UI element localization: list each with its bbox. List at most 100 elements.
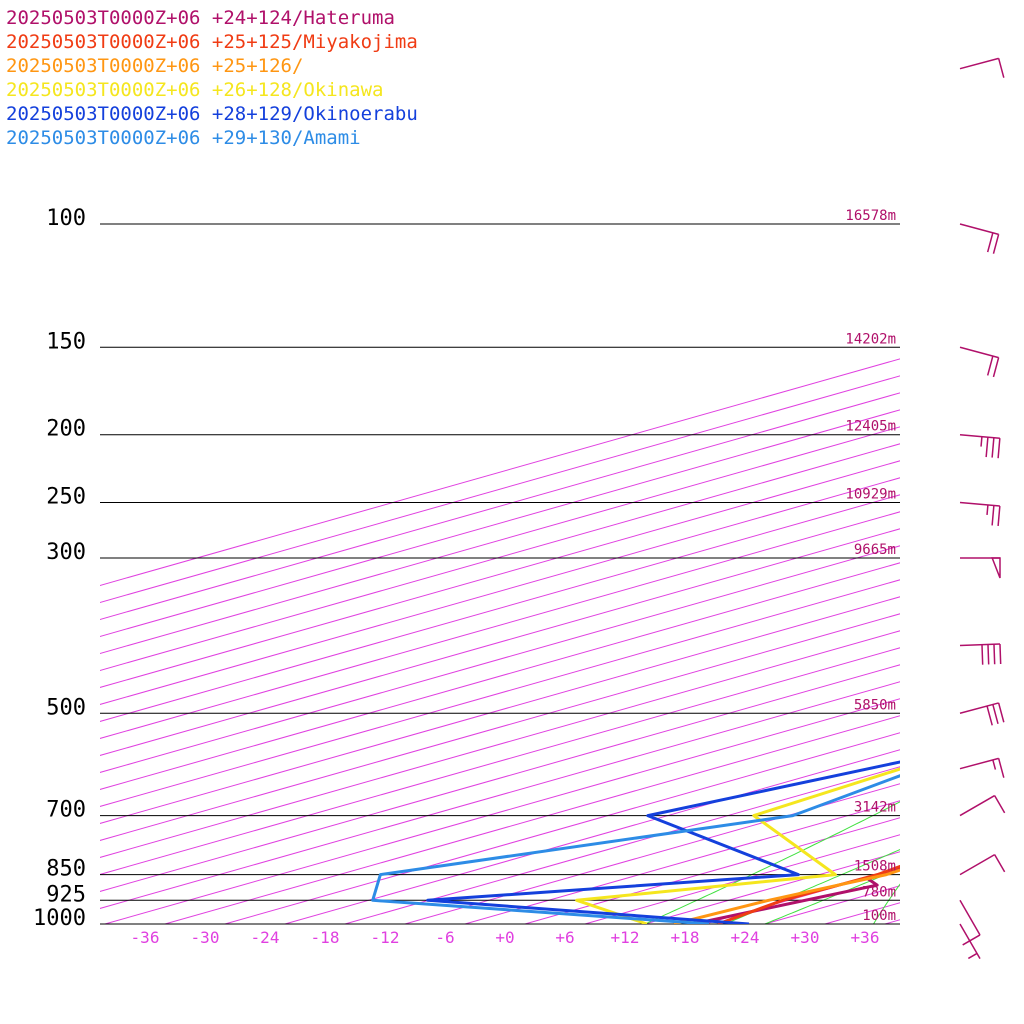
isobar-layer: [100, 223, 900, 925]
isotherm: [100, 545, 900, 773]
isotherm: [100, 647, 900, 875]
isotherm: [584, 834, 900, 924]
pressure-label: 850: [46, 857, 86, 882]
barb-flag: [992, 357, 1000, 378]
height-label: 780m: [862, 884, 896, 900]
pressure-label: 700: [46, 798, 86, 823]
height-label: 100m: [862, 908, 896, 924]
height-label: 10929m: [845, 487, 896, 503]
barb-flag: [992, 704, 999, 724]
isotherm: [1005, 224, 1024, 924]
barb-flag: [986, 705, 993, 726]
barb-flag: [993, 795, 1006, 814]
wind-barb: [959, 501, 1001, 527]
barb-staff: [959, 643, 1001, 647]
x-tick-label: -30: [191, 928, 220, 947]
barb-flag: [985, 437, 989, 458]
wind-barb: [959, 57, 1005, 78]
height-label: 14202m: [845, 331, 896, 347]
sounding-line-4: [575, 767, 900, 924]
isotherm: [100, 664, 900, 892]
isotherm: [100, 375, 900, 603]
sounding-line-6: [371, 774, 900, 924]
barb-flag: [986, 232, 994, 253]
isotherm: [824, 902, 900, 924]
isotherm: [224, 732, 900, 924]
barb-half-flag: [986, 504, 989, 516]
sounding-line-5: [426, 760, 900, 924]
pressure-label: 100: [46, 206, 86, 231]
x-tick-label: -18: [311, 928, 340, 947]
height-label: 3142m: [854, 800, 896, 816]
pressure-label: 200: [46, 417, 86, 442]
barb-flag: [993, 854, 1006, 873]
pressure-label: 925: [46, 882, 86, 907]
label-layer: 3103203303403503603703803904004101001657…: [33, 206, 896, 947]
barb-flag: [986, 355, 994, 376]
height-label: 9665m: [854, 542, 896, 558]
isotherm: [344, 766, 900, 924]
isotherm: [100, 562, 900, 790]
legend-entry: 20250503T0000Z+06 +26+128/Okinawa: [6, 79, 384, 101]
isotherm: [100, 426, 900, 654]
x-tick-label: +30: [791, 928, 820, 947]
barb-flag: [992, 234, 1000, 254]
x-tick-label: -36: [131, 928, 160, 947]
x-tick-label: -6: [435, 928, 454, 947]
sounding-line-1: [692, 866, 900, 924]
wind-barb: [959, 757, 1005, 778]
isotherm: [100, 494, 900, 722]
legend-entry: 20250503T0000Z+06 +25+126/: [6, 55, 303, 77]
moist-adiabat: [644, 801, 900, 924]
isotherm: [464, 800, 900, 924]
wind-barb: [959, 433, 1001, 459]
wind-barb: [959, 346, 1000, 378]
wind-barb: [959, 899, 981, 946]
wind-barb: [959, 853, 1006, 876]
barb-flag: [987, 644, 990, 665]
barb-flag: [981, 644, 984, 665]
barb-flag: [997, 58, 1005, 78]
legend-entry: 20250503T0000Z+06 +29+130/Amami: [6, 127, 361, 149]
isotherm: [284, 749, 900, 924]
legend-entry: 20250503T0000Z+06 +24+124/Hateruma: [6, 7, 395, 29]
barb-flag: [999, 644, 1002, 665]
barb-flag: [997, 758, 1005, 778]
x-tick-label: -12: [371, 928, 400, 947]
barb-flag: [991, 437, 995, 458]
x-tick-label: -24: [251, 928, 280, 947]
legend-entry: 20250503T0000Z+06 +28+129/Okinoerabu: [6, 103, 418, 125]
isotherm: [164, 715, 900, 924]
barb-flag: [993, 644, 996, 665]
wind-barb: [959, 794, 1006, 817]
isotherm: [100, 579, 900, 807]
isotherm: [100, 358, 900, 586]
legend-entry: 20250503T0000Z+06 +25+125/Miyakojima: [6, 31, 418, 53]
barb-flag: [991, 505, 995, 526]
x-tick-label: +24: [731, 928, 760, 947]
isotherm: [100, 681, 900, 909]
isotherm: [104, 698, 900, 924]
barb-flag: [997, 438, 1001, 459]
x-tick-label: +36: [851, 928, 880, 947]
isotherm: [704, 868, 900, 924]
height-label: 12405m: [845, 419, 896, 435]
wind-barb: [959, 643, 1002, 665]
pressure-label: 150: [46, 329, 86, 354]
isotherm: [100, 630, 900, 858]
isotherm: [100, 511, 900, 739]
x-tick-label: +12: [611, 928, 640, 947]
isotherm: [100, 528, 900, 756]
barb-staff: [959, 853, 996, 876]
wind-barb: [959, 223, 1000, 254]
pressure-label: 500: [46, 695, 86, 720]
barb-pennant: [991, 557, 1001, 579]
height-label: 1508m: [854, 859, 896, 875]
barb-half-flag: [967, 952, 978, 960]
isotherm: [100, 460, 900, 688]
barb-half-flag: [992, 759, 997, 770]
x-tick-label: +6: [555, 928, 574, 947]
isotherm: [100, 596, 900, 824]
legend: 20250503T0000Z+06 +24+124/Hateruma202505…: [6, 7, 418, 149]
